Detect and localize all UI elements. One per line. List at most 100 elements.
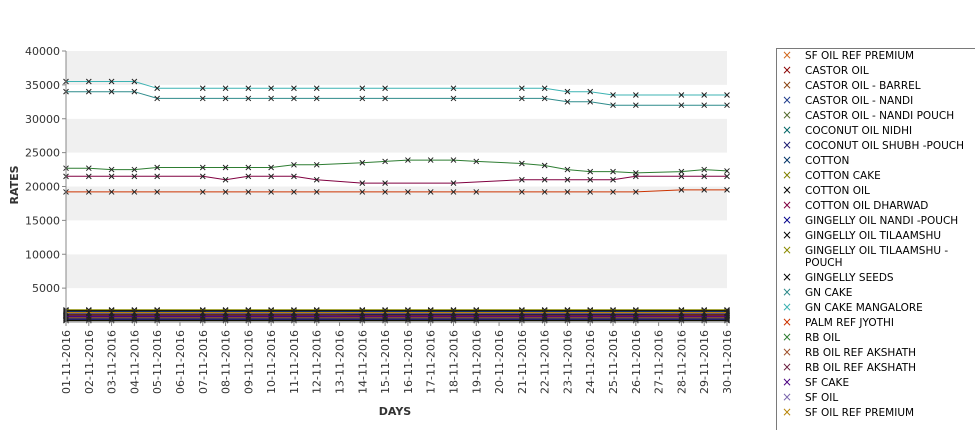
data-point	[291, 189, 297, 195]
y-axis-ticks: 5000 10000 15000 20000 25000 30000 35000 40000	[25, 45, 66, 295]
series-cotton-oil-dharwad	[63, 173, 730, 186]
data-point	[701, 309, 708, 316]
data-point	[632, 92, 639, 98]
data-point	[291, 309, 297, 316]
y-tick-label: 15000	[25, 214, 60, 227]
data-point	[245, 95, 252, 102]
x-tick-label: 14-11-2016	[356, 330, 369, 394]
data-point	[313, 176, 320, 183]
data-point	[222, 176, 229, 183]
y-tick-label: 30000	[25, 113, 60, 126]
data-point	[382, 85, 388, 92]
legend-item: × COCONUT OIL NIDHI	[777, 124, 975, 139]
data-point	[405, 309, 411, 316]
data-point	[564, 176, 571, 183]
data-point	[564, 98, 571, 105]
data-point	[108, 189, 115, 195]
legend-marker-icon: ×	[782, 390, 793, 404]
legend-marker-icon: ×	[782, 228, 793, 242]
data-point	[154, 309, 161, 316]
data-point	[427, 309, 434, 316]
data-point	[724, 173, 730, 180]
data-point	[108, 78, 115, 85]
data-point	[678, 92, 685, 98]
legend-marker-icon: ×	[782, 270, 793, 284]
legend-marker-icon: ×	[782, 183, 793, 197]
legend-marker-icon: ×	[782, 93, 793, 107]
legend-marker-icon: ×	[782, 243, 793, 257]
data-point	[85, 78, 92, 85]
x-tick-label: 15-11-2016	[379, 330, 392, 394]
data-point	[587, 168, 594, 175]
x-tick-label: 21-11-2016	[516, 330, 529, 394]
data-point	[382, 158, 388, 165]
legend-label: CASTOR OIL - NANDI	[805, 95, 914, 107]
data-point	[587, 176, 594, 183]
data-point	[450, 157, 457, 163]
x-tick-label: 26-11-2016	[630, 330, 643, 394]
legend-marker-icon: ×	[782, 405, 793, 419]
legend-marker-icon: ×	[782, 285, 793, 299]
series-palm-ref-jyothi	[63, 187, 730, 195]
legend-item: × COTTON OIL	[777, 184, 975, 199]
legend-item: × GINGELLY SEEDS	[777, 271, 975, 286]
data-point	[85, 309, 92, 316]
data-point	[382, 180, 388, 186]
data-point	[131, 309, 138, 316]
legend-marker-icon: ×	[782, 108, 793, 122]
x-tick-label: 24-11-2016	[584, 330, 597, 394]
data-point	[678, 309, 685, 316]
legend-label: GN CAKE MANGALORE	[805, 302, 923, 314]
x-tick-label: 02-11-2016	[83, 330, 96, 394]
data-point	[199, 95, 206, 102]
data-point	[541, 189, 548, 195]
legend-item: × GINGELLY OIL TILAAMSHU	[777, 229, 975, 244]
legend-item: × CASTOR OIL	[777, 64, 975, 79]
x-tick-label: 06-11-2016	[174, 330, 187, 394]
legend-label: COTTON OIL	[805, 185, 870, 197]
x-tick-label: 01-11-2016	[60, 330, 73, 394]
legend-marker-icon: ×	[782, 300, 793, 314]
data-point	[154, 189, 161, 195]
legend-label: RB OIL REF AKSHATH	[805, 362, 916, 374]
data-point	[701, 92, 708, 98]
data-point	[245, 309, 252, 316]
data-point	[359, 180, 366, 186]
data-point	[154, 173, 161, 180]
data-point	[450, 180, 457, 186]
grid-bands	[66, 51, 727, 322]
data-point	[199, 309, 206, 316]
data-point	[564, 189, 571, 195]
x-tick-label: 12-11-2016	[311, 330, 324, 394]
data-point	[245, 164, 252, 171]
x-tick-label: 17-11-2016	[425, 330, 438, 394]
grid-band	[66, 84, 727, 119]
data-point	[154, 164, 161, 171]
data-point	[519, 95, 525, 102]
legend-marker-icon: ×	[782, 330, 793, 344]
data-point	[85, 189, 92, 195]
data-point	[85, 173, 92, 180]
data-point	[701, 102, 708, 109]
data-point	[473, 158, 480, 165]
legend-item: × GINGELLY OIL TILAAMSHU -POUCH	[777, 244, 975, 271]
legend-label: GINGELLY OIL TILAAMSHU -POUCH	[805, 245, 949, 269]
x-tick-label: 10-11-2016	[265, 330, 278, 394]
legend-item: × GN CAKE	[777, 286, 975, 301]
legend-item: × SF OIL REF PREMIUM	[777, 49, 975, 64]
legend-label: SF OIL	[805, 392, 839, 404]
legend-marker-icon: ×	[782, 63, 793, 77]
legend-label: GINGELLY SEEDS	[805, 272, 894, 284]
legend-marker-icon: ×	[782, 153, 793, 167]
legend-label: COTTON	[805, 155, 850, 167]
legend-label: CASTOR OIL - BARREL	[805, 80, 921, 92]
data-point	[541, 162, 548, 169]
legend-item: × COTTON OIL DHARWAD	[777, 199, 975, 214]
y-tick-label: 40000	[25, 45, 60, 58]
legend-marker-icon: ×	[782, 78, 793, 92]
data-point	[131, 189, 138, 195]
data-point	[199, 164, 206, 171]
data-point	[724, 102, 730, 109]
data-point	[222, 189, 229, 195]
